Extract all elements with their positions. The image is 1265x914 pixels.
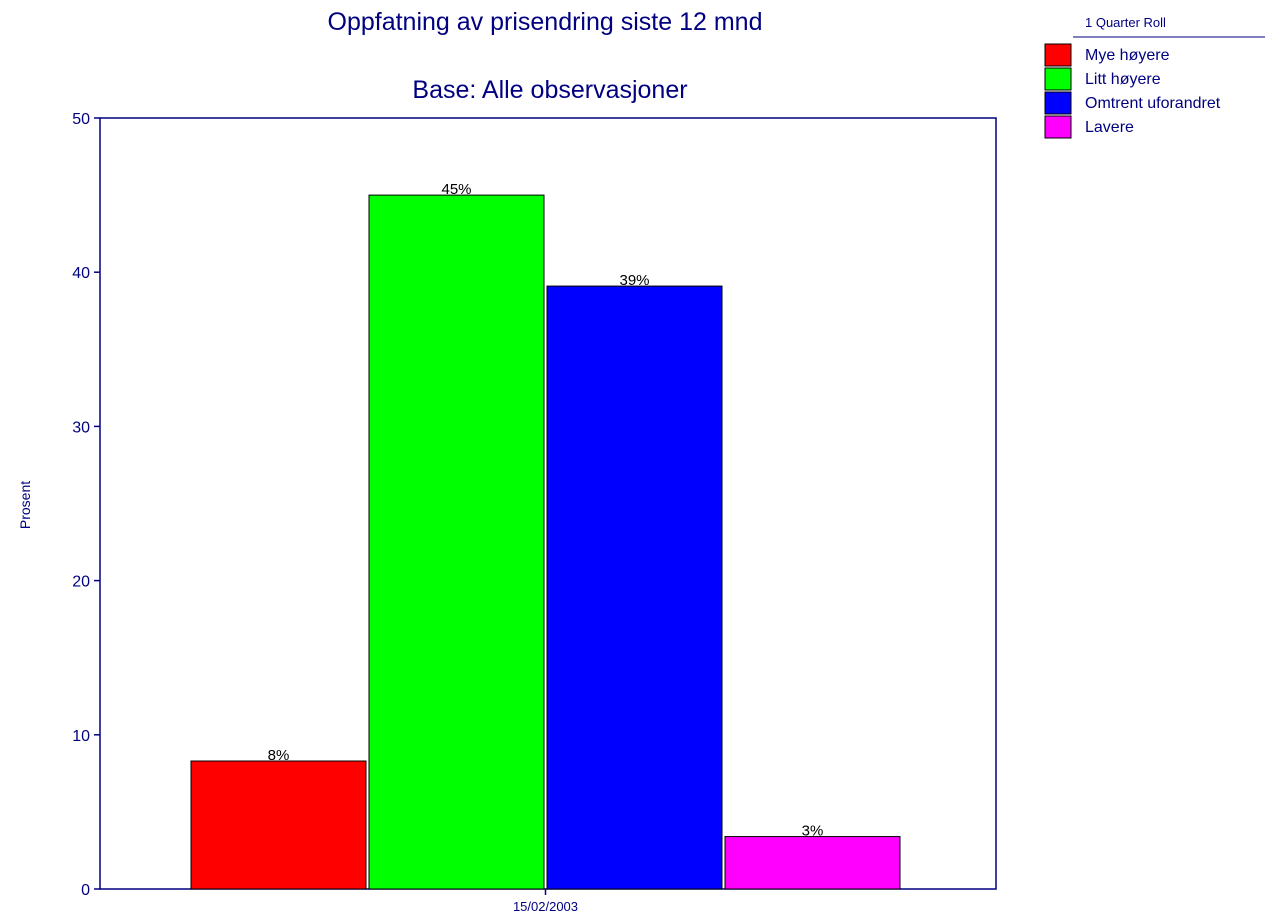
y-axis-label: Prosent: [17, 481, 33, 529]
legend-swatch-2: [1044, 67, 1072, 91]
y-tick-label: 50: [72, 111, 90, 128]
bar-2: [368, 194, 545, 890]
y-tick-label: 10: [72, 728, 90, 745]
bar-3: [546, 285, 723, 890]
data-label-3: 39%: [619, 272, 649, 289]
legend-swatch-3: [1044, 91, 1072, 115]
bar-1: [190, 760, 367, 890]
chart-title: Oppfatning av prisendring siste 12 mnd: [328, 8, 763, 36]
bar-4: [724, 836, 901, 890]
legend-label-4: Lavere: [1085, 119, 1134, 136]
y-axis: 0 10 20 30 40 50: [72, 111, 100, 899]
legend-label-2: Litt høyere: [1085, 71, 1161, 88]
y-tick-label: 30: [72, 419, 90, 436]
legend-swatch-1: [1044, 43, 1072, 67]
y-tick-label: 0: [81, 882, 90, 899]
y-tick-label: 20: [72, 574, 90, 591]
legend-label-1: Mye høyere: [1085, 47, 1170, 64]
chart-subtitle: Base: Alle observasjoner: [412, 76, 687, 104]
data-label-1: 8%: [268, 747, 290, 764]
legend-label-3: Omtrent uforandret: [1085, 95, 1221, 112]
x-axis: 15/02/2003: [513, 889, 578, 914]
data-label-2: 45%: [441, 181, 471, 198]
legend-swatch-4: [1044, 115, 1072, 139]
legend-title: 1 Quarter Roll: [1085, 15, 1166, 30]
bars: [190, 194, 901, 890]
y-tick-label: 40: [72, 265, 90, 282]
legend: 1 Quarter Roll Mye høyere Litt høyere Omtr…: [1044, 15, 1265, 139]
data-labels: 8% 45% 39% 3%: [268, 181, 824, 839]
x-tick-label: 15/02/2003: [513, 899, 578, 914]
data-label-4: 3%: [802, 823, 824, 840]
